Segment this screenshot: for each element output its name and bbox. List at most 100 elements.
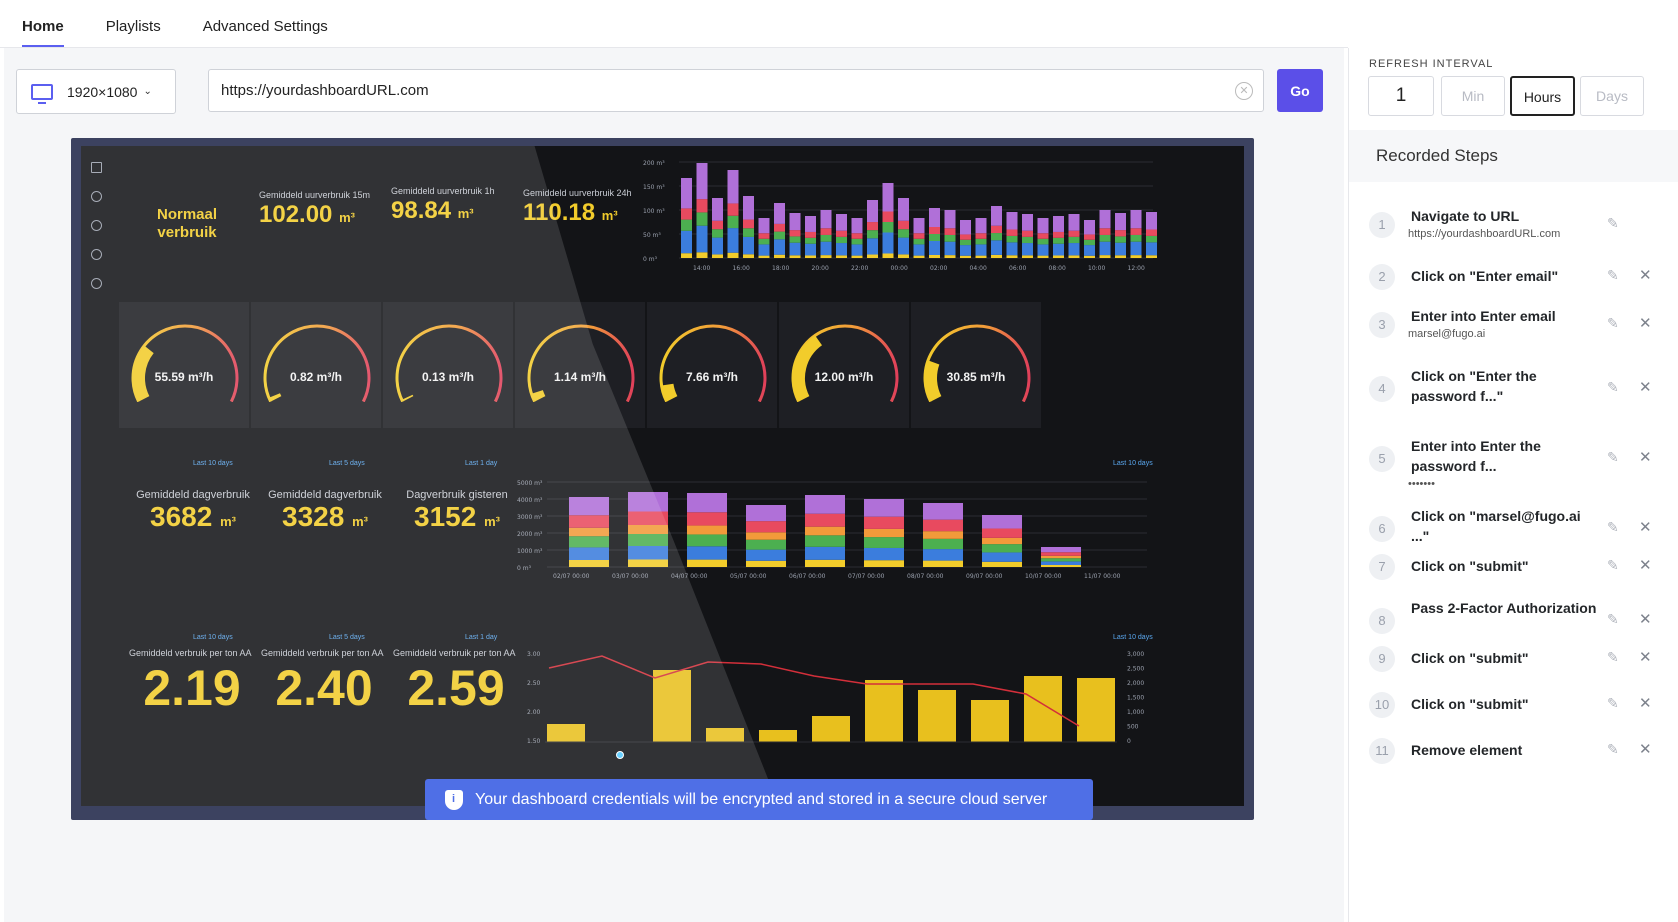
bar-segment: [929, 227, 940, 234]
bar-segment: [789, 213, 801, 231]
refresh-interval-value[interactable]: 1: [1368, 76, 1434, 116]
bar-segment: [569, 515, 609, 528]
unit-hours-button[interactable]: Hours: [1510, 76, 1575, 116]
bar-segment: [867, 254, 878, 258]
tab-playlists[interactable]: Playlists: [105, 18, 161, 35]
bar-segment: [789, 236, 801, 243]
bar-segment: [1099, 210, 1111, 229]
pencil-icon[interactable]: ✎: [1607, 557, 1619, 573]
bar-segment: [687, 534, 727, 547]
kpi-label: Gemiddeld uurverbruik 15m: [259, 190, 371, 200]
pencil-icon[interactable]: ✎: [1607, 315, 1619, 331]
kpi-24h: Gemiddeld uurverbruik 24h 110.18 m³: [523, 188, 643, 227]
bar-segment: [1037, 238, 1049, 245]
pencil-icon[interactable]: ✎: [1607, 449, 1619, 465]
bar-segment: [1130, 210, 1142, 229]
x-tick-label: 10/07 00:00: [1025, 573, 1062, 580]
close-icon[interactable]: ✕: [1639, 611, 1652, 628]
close-icon[interactable]: ✕: [1639, 267, 1652, 284]
bar-segment: [820, 241, 832, 256]
clear-icon[interactable]: ✕: [1235, 82, 1253, 100]
mid-bar-chart: 5000 m³ 4000 m³ 3000 m³ 2000 m³ 1000 m³ 0 m³ 0…: [517, 480, 1147, 580]
kpi-daily-5d: Gemiddeld dagverbruik 3328 m³: [261, 490, 389, 533]
bar-segment: [758, 244, 770, 256]
resolution-select[interactable]: 1920×1080 ⌄: [16, 69, 176, 114]
url-field[interactable]: ✕: [208, 69, 1264, 112]
unit-min-button[interactable]: Min: [1441, 76, 1505, 116]
pencil-icon[interactable]: ✎: [1607, 695, 1619, 711]
close-icon[interactable]: ✕: [1639, 695, 1652, 712]
bar-segment: [1022, 214, 1033, 231]
close-icon[interactable]: ✕: [1639, 557, 1652, 574]
close-icon[interactable]: ✕: [1639, 741, 1652, 758]
pencil-icon[interactable]: ✎: [1607, 649, 1619, 665]
pencil-icon[interactable]: ✎: [1607, 379, 1619, 395]
bar-segment: [960, 255, 971, 258]
step-number-badge: 4: [1369, 376, 1395, 402]
url-input[interactable]: [221, 82, 1201, 99]
pencil-icon[interactable]: ✎: [1607, 215, 1619, 231]
close-icon[interactable]: ✕: [1639, 379, 1652, 396]
y-tick-label: 3000 m³: [517, 514, 543, 521]
step-detail: https://yourdashboardURL.com: [1408, 228, 1561, 240]
tab-home[interactable]: Home: [22, 18, 64, 47]
close-icon[interactable]: ✕: [1639, 315, 1652, 332]
bar-segment: [789, 230, 801, 237]
pencil-icon[interactable]: ✎: [1607, 611, 1619, 627]
bar-segment: [746, 549, 786, 561]
kpi-per-ton-10d: Gemiddeld verbruik per ton AA 2.19: [129, 648, 255, 717]
bar-segment: [758, 233, 770, 239]
bar-segment: [1099, 255, 1111, 258]
bar-segment: [746, 521, 786, 533]
pencil-icon[interactable]: ✎: [1607, 267, 1619, 283]
x-tick-label: 14:00: [693, 265, 710, 272]
x-tick-label: 08:00: [1049, 265, 1066, 272]
pencil-icon[interactable]: ✎: [1607, 519, 1619, 535]
kpi-label: Gemiddeld uurverbruik 1h: [391, 186, 495, 196]
x-tick-label: 08/07 00:00: [907, 573, 944, 580]
x-tick-label: 00:00: [891, 265, 908, 272]
go-button[interactable]: Go: [1277, 69, 1323, 112]
bar-segment: [864, 499, 904, 517]
bar-segment: [696, 252, 708, 258]
bar-segment: [1006, 255, 1018, 258]
bar: [971, 700, 1009, 742]
bar-segment: [1053, 243, 1064, 256]
bar-segment: [774, 254, 785, 258]
bar-segment: [712, 198, 723, 221]
x-tick-label: 09/07 00:00: [966, 573, 1003, 580]
step-title: Click on "Enter the password f...": [1411, 368, 1537, 404]
bar-segment: [1130, 255, 1142, 258]
bar-segment: [1041, 552, 1081, 556]
bar-segment: [991, 233, 1002, 241]
close-icon[interactable]: ✕: [1639, 519, 1652, 536]
carousel-dot[interactable]: [616, 751, 624, 759]
bar-segment: [805, 526, 845, 536]
bar-segment: [1041, 547, 1081, 553]
bar-segment: [882, 183, 894, 212]
refresh-interval-label: REFRESH INTERVAL: [1369, 58, 1494, 70]
bar-segment: [864, 560, 904, 567]
bar-segment: [628, 492, 668, 512]
pencil-icon[interactable]: ✎: [1607, 741, 1619, 757]
bar-segment: [1037, 244, 1049, 256]
x-tick-label: 10:00: [1088, 265, 1105, 272]
gauge-panel: 0.82 m³/h: [251, 302, 381, 428]
gauge-value: 12.00 m³/h: [814, 370, 874, 384]
bar-segment: [851, 238, 863, 245]
bar-segment: [1037, 255, 1049, 258]
gauge-value: 1.14 m³/h: [553, 370, 607, 384]
bar-segment: [851, 233, 863, 239]
unit-days-button[interactable]: Days: [1580, 76, 1644, 116]
gauge-panel: 30.85 m³/h: [911, 302, 1041, 428]
bar-segment: [944, 241, 956, 256]
bar-segment: [1068, 255, 1080, 258]
step-title: Enter into Enter the password f...: [1411, 438, 1541, 474]
x-tick-label: 04/07 00:00: [671, 573, 708, 580]
bar-segment: [836, 236, 847, 244]
bar-segment: [836, 243, 847, 256]
close-icon[interactable]: ✕: [1639, 449, 1652, 466]
close-icon[interactable]: ✕: [1639, 649, 1652, 666]
kpi-label: Gemiddeld dagverbruik: [136, 489, 250, 501]
tab-advanced-settings[interactable]: Advanced Settings: [202, 18, 328, 35]
